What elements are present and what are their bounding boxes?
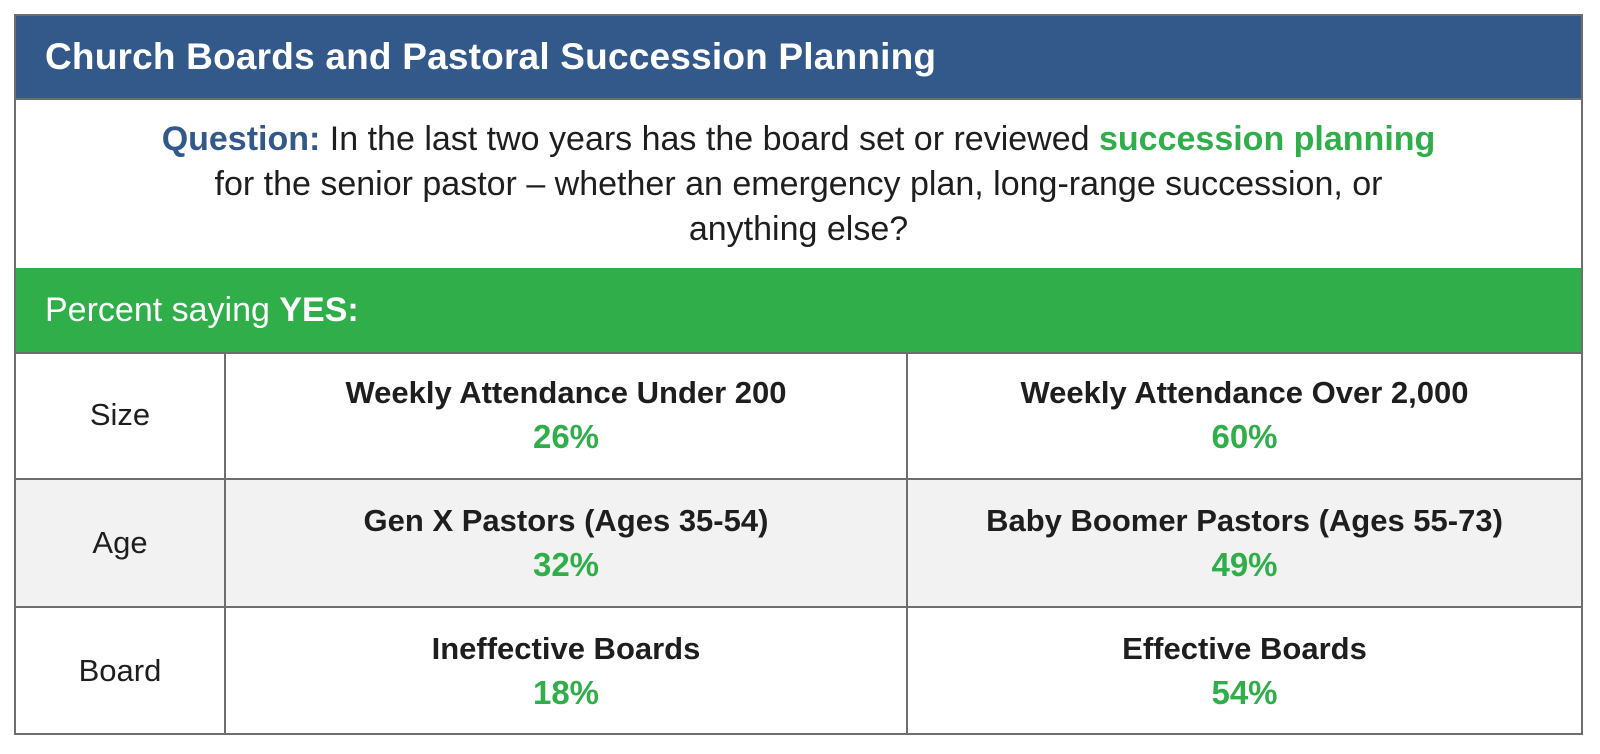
results-grid: Size Weekly Attendance Under 200 26% Wee…: [16, 352, 1581, 733]
percent-yes-heading: Percent saying YES:: [45, 291, 359, 330]
category-age: Age: [16, 480, 226, 608]
cell-size-left: Weekly Attendance Under 200 26%: [226, 352, 908, 480]
group-value: 49%: [1211, 546, 1278, 583]
question-highlight: succession planning: [1099, 119, 1436, 158]
cell-age-right: Baby Boomer Pastors (Ages 55-73) 49%: [908, 480, 1581, 608]
question-text-1: In the last two years has the board set …: [320, 119, 1099, 158]
title-bar: Church Boards and Pastoral Succession Pl…: [16, 16, 1581, 100]
group-value: 18%: [532, 673, 600, 711]
percent-yes-strong: YES:: [279, 290, 359, 329]
group-value: 60%: [1211, 418, 1278, 455]
cell-age-left: Gen X Pastors (Ages 35-54) 32%: [226, 480, 908, 608]
percent-yes-bar: Percent saying YES:: [16, 268, 1581, 354]
category-label: Age: [92, 525, 148, 560]
percent-yes-prefix: Percent saying: [45, 290, 280, 329]
group-value: 54%: [1211, 673, 1278, 711]
group-label: Effective Boards: [1122, 630, 1367, 666]
category-label: Size: [89, 397, 151, 432]
question-label: Question:: [161, 119, 321, 158]
cell-board-left: Ineffective Boards 18%: [226, 608, 908, 733]
group-label: Ineffective Boards: [431, 630, 701, 666]
page-title: Church Boards and Pastoral Succession Pl…: [45, 36, 937, 77]
group-label: Weekly Attendance Over 2,000: [1020, 375, 1469, 410]
group-label: Baby Boomer Pastors (Ages 55-73): [986, 503, 1503, 538]
group-value: 26%: [532, 418, 600, 455]
cell-size-right: Weekly Attendance Over 2,000 60%: [908, 352, 1581, 480]
category-board: Board: [16, 608, 226, 733]
group-label: Gen X Pastors (Ages 35-54): [363, 503, 769, 538]
cell-board-right: Effective Boards 54%: [908, 608, 1581, 733]
question-block: Question: In the last two years has the …: [16, 100, 1581, 270]
category-label: Board: [78, 652, 162, 688]
infographic-table: Church Boards and Pastoral Succession Pl…: [14, 14, 1583, 735]
group-value: 32%: [532, 546, 600, 583]
group-label: Weekly Attendance Under 200: [345, 375, 787, 410]
category-size: Size: [16, 352, 226, 480]
question-text-2: for the senior pastor – whether an emerg…: [214, 164, 1383, 248]
